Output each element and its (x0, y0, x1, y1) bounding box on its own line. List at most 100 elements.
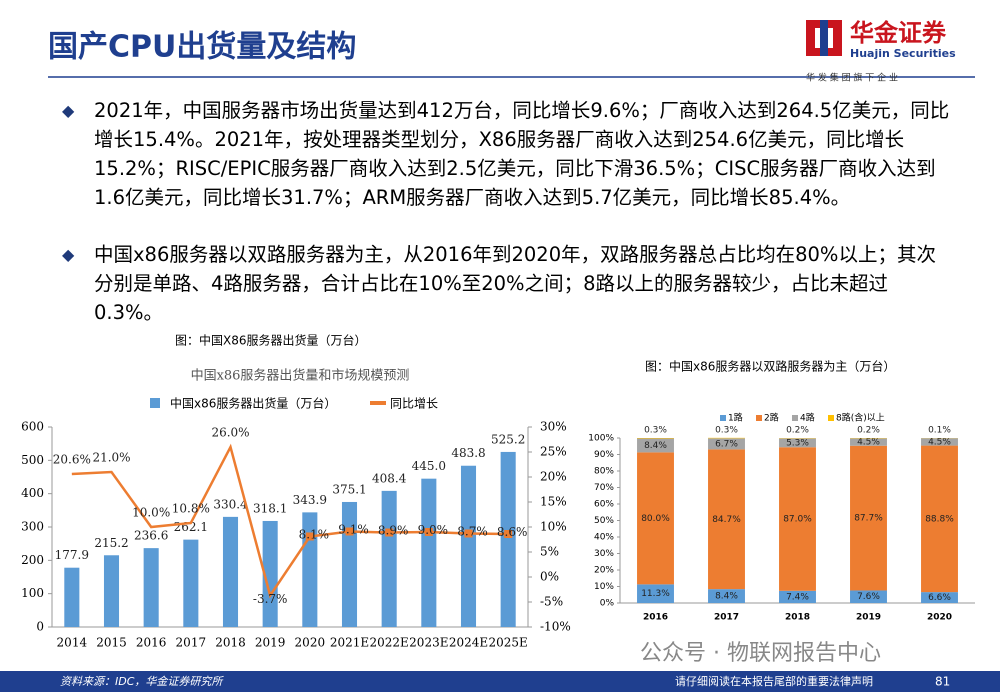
bar (500, 451, 516, 627)
y-tick-label: 90% (594, 450, 614, 460)
bar-segment (637, 584, 674, 603)
bullet-text: 中国x86服务器以双路服务器为主，从2016年到2020年，双路服务器总占比均在… (94, 243, 936, 324)
logo-icon-bar (820, 20, 828, 56)
data-label: 20.6% (53, 453, 91, 467)
y-tick-label: 10% (594, 582, 614, 592)
bullet-text: 2021年，中国服务器市场出货量达到412万台，同比增长9.6%；厂商收入达到2… (94, 99, 950, 209)
data-label: 0.3% (644, 426, 667, 436)
marker (504, 530, 513, 538)
logo-tagline: 华 发 集 团 旗 下 企 业 (806, 72, 898, 84)
y2-tick-label: 15% (540, 495, 567, 509)
y2-tick-label: -10% (540, 620, 571, 634)
line (71, 443, 509, 599)
footer-disclaimer: 请仔细阅读在本报告尾部的重要法律声明 (675, 674, 873, 688)
x-tick-label: 2014 (57, 636, 88, 650)
bar (341, 501, 358, 627)
y-tick-label: 200 (21, 553, 44, 567)
y-tick-label: 40% (594, 533, 614, 543)
data-label: 9.1% (338, 523, 369, 537)
bar-segment (850, 590, 887, 603)
data-label: 375.1 (332, 482, 366, 496)
data-label: 8.7% (457, 525, 488, 539)
data-label: 0.3% (715, 425, 738, 435)
data-label: 9.0% (418, 523, 449, 537)
legend-swatch (370, 401, 386, 405)
data-label: 0.2% (857, 426, 880, 436)
legend-swatch (756, 415, 762, 421)
slide-title: 国产CPU出货量及结构 (48, 30, 356, 65)
x-tick-label: 2016 (136, 636, 167, 650)
legend-label: 2路 (764, 412, 779, 424)
data-label: 11.3% (641, 589, 670, 599)
watermark: 公众号 · 物联网报告中心 (640, 641, 881, 666)
bar (381, 490, 397, 627)
data-label: 87.7% (854, 514, 883, 524)
data-label: 6.6% (928, 593, 951, 603)
y-tick-label: 400 (21, 486, 44, 500)
x-tick-label: 2015 (96, 636, 127, 650)
data-label: 525.2 (491, 432, 525, 446)
data-label: -3.7% (253, 592, 288, 606)
y-tick-label: 500 (21, 453, 44, 467)
bar (103, 555, 120, 627)
data-label: 84.7% (712, 515, 741, 525)
data-label: 8.9% (378, 524, 409, 538)
x-tick-label: 2020 (295, 636, 326, 650)
chart-caption: 图：中国X86服务器出货量（万台） (175, 333, 367, 348)
y-tick-label: 100 (21, 586, 44, 600)
bar-segment (779, 447, 816, 591)
y2-tick-label: 5% (540, 545, 559, 559)
y2-tick-label: 0% (540, 570, 559, 584)
y-tick-label: 20% (594, 566, 614, 576)
x-tick-label: 2018 (215, 636, 246, 650)
x-tick-label: 2017 (714, 613, 739, 623)
data-label: 0.2% (786, 426, 809, 436)
data-label: 7.4% (786, 592, 809, 602)
y-tick-label: 60% (594, 500, 614, 510)
y-tick-label: 100% (588, 434, 614, 444)
data-label: 10.8% (172, 502, 210, 516)
x-tick-label: 2021E (330, 636, 369, 650)
data-label: 8.4% (644, 441, 667, 451)
legend-label: 同比增长 (390, 397, 438, 411)
bar-segment (921, 438, 958, 446)
y2-tick-label: 30% (540, 420, 567, 434)
data-label: 483.8 (451, 446, 485, 460)
bar (222, 516, 239, 627)
bar-segment (708, 438, 745, 450)
legend-label: 4路 (800, 412, 815, 424)
bar-segment (708, 449, 745, 590)
data-label: 88.8% (925, 514, 954, 524)
bar-segment (921, 445, 958, 593)
bar (143, 548, 159, 627)
y2-tick-label: 10% (540, 520, 567, 534)
data-label: 10.0% (132, 506, 170, 520)
bar-segment (850, 438, 887, 446)
y-tick-label: 80% (594, 467, 614, 477)
data-label: 87.0% (783, 515, 812, 525)
bar-segment (637, 438, 674, 453)
data-label: 21.0% (92, 451, 130, 465)
x-tick-label: 2019 (856, 613, 881, 623)
logo-english: Huajin Securities (850, 47, 956, 60)
bar-segment (708, 589, 745, 603)
data-label: 445.0 (412, 459, 446, 473)
data-label: 236.6 (134, 529, 168, 543)
footer-source: 资料来源：IDC，华金证券研究所 (60, 675, 224, 688)
x-tick-label: 2022E (370, 636, 409, 650)
x-tick-label: 2024E (449, 636, 488, 650)
y-tick-label: 30% (594, 549, 614, 559)
data-label: 343.9 (293, 493, 327, 507)
marker (305, 532, 314, 541)
bar-segment (850, 445, 887, 591)
data-label: 5.3% (786, 438, 809, 448)
bullet: ◆ 2021年，中国服务器市场出货量达到412万台，同比增长9.6%；厂商收入达到… (62, 96, 950, 212)
bar (64, 567, 80, 627)
legend-swatch (828, 415, 834, 421)
bar-segment (921, 592, 958, 603)
y-tick-label: 0% (600, 599, 615, 609)
page-number: 81 (935, 675, 950, 689)
legend-label: 1路 (728, 412, 743, 424)
y2-tick-label: -5% (540, 595, 563, 609)
